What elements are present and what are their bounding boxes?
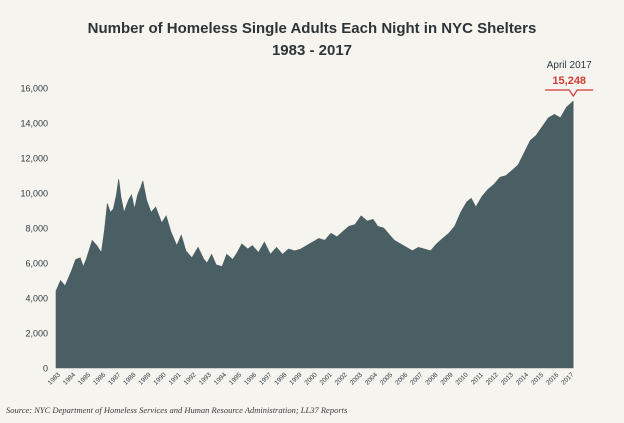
x-tick-label: 2001 [319, 371, 334, 386]
x-tick-label: 1994 [213, 371, 228, 386]
chart-subtitle: 1983 - 2017 [271, 42, 353, 59]
y-tick-label: 4,000 [25, 294, 48, 304]
x-tick-label: 2008 [424, 371, 439, 386]
x-tick-label: 1995 [228, 371, 243, 386]
x-tick-label: 2006 [394, 371, 409, 386]
series-area [55, 100, 574, 369]
y-tick-label: 6,000 [25, 259, 48, 269]
x-tick-label: 1985 [77, 371, 92, 386]
x-tick-label: 2017 [560, 371, 575, 386]
x-tick-label: 1991 [168, 371, 183, 386]
x-tick-label: 1986 [92, 371, 107, 386]
y-tick-label: 8,000 [25, 224, 48, 234]
x-tick-label: 2005 [379, 371, 394, 386]
x-tick-label: 1987 [107, 371, 122, 386]
y-tick-label: 12,000 [20, 154, 48, 164]
x-tick-label: 2013 [500, 371, 515, 386]
annotation-callout [545, 89, 594, 98]
x-tick-label: 2010 [455, 371, 470, 386]
x-tick-label: 1997 [258, 371, 273, 386]
x-tick-label: 1999 [288, 371, 303, 386]
x-tick-label: 2004 [364, 371, 379, 386]
x-tick-label: 1990 [152, 371, 167, 386]
x-tick-label: 1989 [137, 371, 152, 386]
x-tick-label: 1993 [198, 371, 213, 386]
x-tick-label: 2000 [303, 371, 318, 386]
x-tick-label: 1998 [273, 371, 288, 386]
annotation-value: 15,248 [552, 75, 586, 87]
x-tick-label: 1992 [183, 371, 198, 386]
y-tick-label: 10,000 [20, 189, 48, 199]
y-tick-label: 2,000 [25, 329, 48, 339]
x-tick-label: 2015 [530, 371, 545, 386]
x-tick-label: 1996 [243, 371, 258, 386]
x-tick-label: 2016 [545, 371, 560, 386]
x-tick-label: 1983 [47, 371, 62, 386]
x-tick-label: 2009 [439, 371, 454, 386]
x-tick-label: 2002 [334, 371, 349, 386]
x-tick-label: 2011 [470, 371, 485, 386]
x-tick-label: 2007 [409, 371, 424, 386]
annotation-label: April 2017 [547, 60, 592, 71]
x-tick-label: 2014 [515, 371, 530, 386]
x-tick-label: 2003 [349, 371, 364, 386]
y-tick-label: 16,000 [20, 84, 48, 94]
y-tick-label: 0 [43, 364, 48, 374]
x-tick-label: 1984 [62, 371, 77, 386]
source-note: Source: NYC Department of Homeless Servi… [6, 405, 348, 415]
y-tick-label: 14,000 [20, 119, 48, 129]
chart-title: Number of Homeless Single Adults Each Ni… [87, 20, 537, 37]
x-tick-label: 2012 [485, 371, 500, 386]
x-tick-label: 1988 [122, 371, 137, 386]
